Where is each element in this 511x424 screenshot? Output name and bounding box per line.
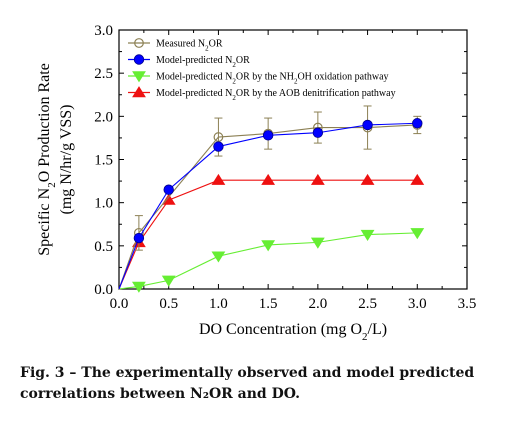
y-tick-label: 3.0 xyxy=(94,23,113,39)
data-point xyxy=(211,173,226,185)
x-tick-label: 3.0 xyxy=(408,296,427,312)
figure-caption: Fig. 3 – The experimentally observed and… xyxy=(20,363,500,405)
series-line xyxy=(118,122,418,290)
x-tick-label: 1.0 xyxy=(209,296,228,312)
x-tick-label: 2.0 xyxy=(308,296,327,312)
y-tick-label: 1.5 xyxy=(94,153,113,169)
data-point xyxy=(412,118,423,129)
y-axis-units: (mg N/hr/g VSS) xyxy=(58,105,75,215)
legend-marker xyxy=(132,71,146,83)
y-tick-label: 0.5 xyxy=(94,239,113,255)
x-tick-label: 0.0 xyxy=(110,296,129,312)
data-point xyxy=(161,275,176,287)
data-point xyxy=(261,240,276,252)
legend-entry-2: Model-predicted N2OR by the NH2OH oxidat… xyxy=(128,71,389,86)
series-1 xyxy=(118,118,423,290)
data-point xyxy=(211,251,226,263)
caption-text: The experimentally observed and model pr… xyxy=(20,365,475,402)
plot-area-frame xyxy=(118,29,468,290)
data-point xyxy=(262,130,274,141)
x-tick-label: 3.5 xyxy=(458,296,477,312)
data-point xyxy=(360,229,375,241)
legend-label: Model-predicted N2OR xyxy=(156,55,250,69)
legend-entry-3: Model-predicted N2OR by the AOB denitrif… xyxy=(128,86,396,102)
data-point xyxy=(410,173,425,185)
data-point xyxy=(360,173,375,185)
chart: 0.0 0.5 1.0 1.5 2.0 2.5 3.0 3.5 0.0 0.5 1.0 1.5 2.0 2… xyxy=(36,23,477,343)
data-point xyxy=(362,119,373,131)
data-point xyxy=(310,237,325,249)
legend-label: Measured N2OR xyxy=(156,39,223,53)
y-axis-title: Specific N2O Production Rate xyxy=(36,63,58,256)
x-axis-title: DO Concentration (mg O2/L) xyxy=(199,321,387,343)
caption-label: Fig. 3 xyxy=(20,365,65,381)
legend-marker xyxy=(134,38,144,48)
data-point xyxy=(261,173,276,185)
data-point xyxy=(312,127,324,138)
legend-entry-0: Measured N2OR xyxy=(128,38,223,53)
legend-label: Model-predicted N2OR by the AOB denitrif… xyxy=(156,88,396,102)
data-point xyxy=(163,184,174,195)
data-point xyxy=(133,232,145,244)
x-tick-label: 2.5 xyxy=(358,296,377,312)
data-point xyxy=(131,281,146,293)
x-tick-label: 0.5 xyxy=(159,296,178,312)
legend-label: Model-predicted N2OR by the NH2OH oxidat… xyxy=(156,72,389,86)
data-point xyxy=(410,228,425,240)
series-line xyxy=(118,179,418,290)
series-2 xyxy=(118,228,425,293)
caption-dash: – xyxy=(69,365,77,381)
x-tick-label: 1.5 xyxy=(259,296,278,312)
y-tick-label: 2.5 xyxy=(94,66,113,82)
legend-marker xyxy=(132,86,146,98)
legend-entry-1: Model-predicted N2OR xyxy=(128,54,250,69)
legend-marker xyxy=(133,54,145,65)
data-point xyxy=(161,193,176,205)
y-tick-label: 2.0 xyxy=(94,109,113,125)
data-point xyxy=(213,141,224,152)
data-point xyxy=(310,173,325,185)
y-tick-label: 0.0 xyxy=(94,282,113,298)
series-line xyxy=(118,232,418,290)
y-tick-label: 1.0 xyxy=(94,196,113,212)
